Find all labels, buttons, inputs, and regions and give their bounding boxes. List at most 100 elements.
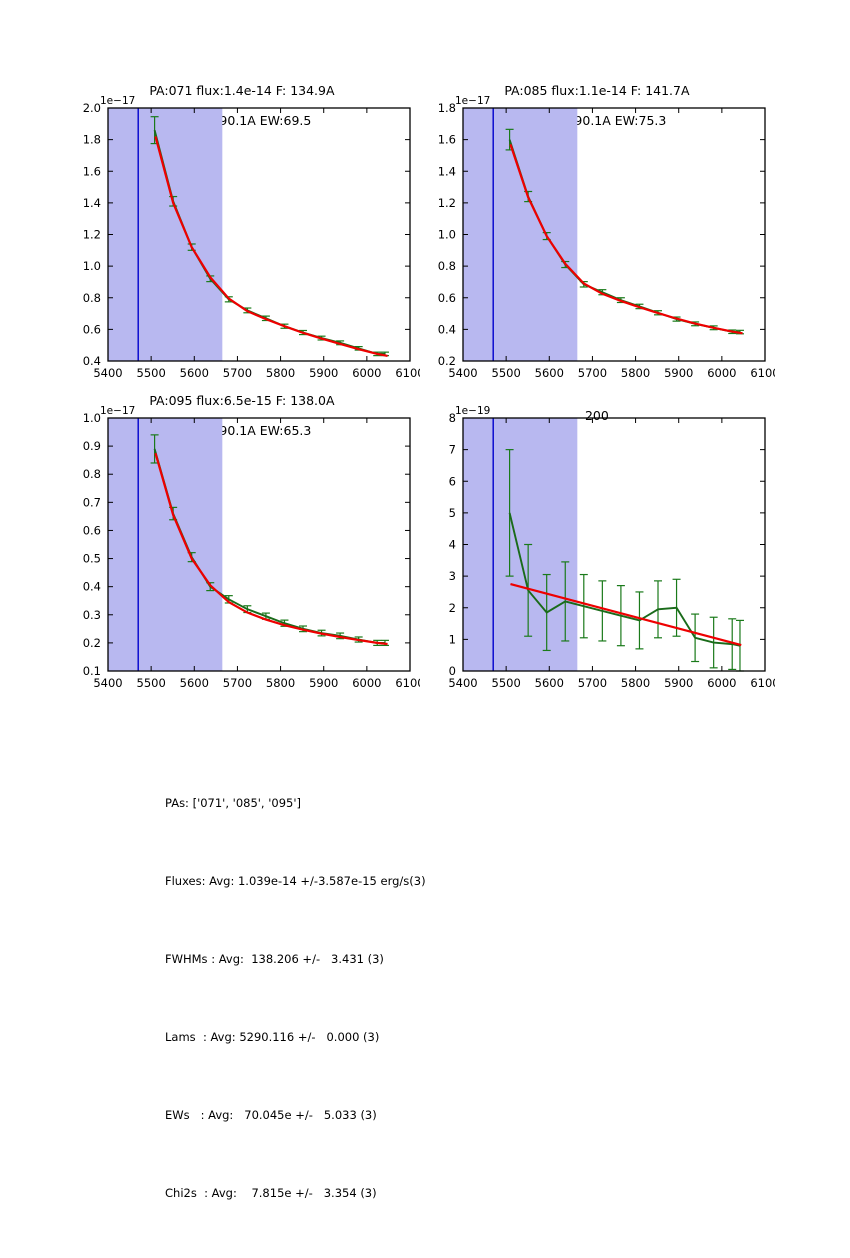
summary-line-lams: Lams : Avg: 5290.116 +/- 0.000 (3) bbox=[165, 1030, 380, 1044]
xtick-label: 5700 bbox=[223, 366, 252, 380]
summary-line-pas: PAs: ['071', '085', '095'] bbox=[165, 796, 302, 810]
axes-frame bbox=[462, 107, 766, 362]
panel-title-line1: PA:071 flux:1.4e-14 F: 134.9A bbox=[149, 83, 335, 98]
panel-title-line1: PA:095 flux:6.5e-15 F: 138.0A bbox=[149, 393, 335, 408]
panel-title-200: 200 bbox=[395, 393, 775, 438]
xtick-label: 6000 bbox=[352, 676, 381, 690]
xtick-label: 5500 bbox=[492, 366, 521, 380]
ytick-label: 6 bbox=[449, 474, 456, 488]
xtick-label: 5800 bbox=[266, 676, 295, 690]
ytick-label: 0.4 bbox=[438, 322, 456, 336]
ytick-label: 1.0 bbox=[438, 228, 456, 242]
y-offset-label-pa-095: 1e−17 bbox=[100, 405, 136, 417]
ytick-label: 0.9 bbox=[83, 439, 101, 453]
series-data bbox=[508, 512, 741, 647]
xtick-label: 5800 bbox=[621, 366, 650, 380]
axes-frame bbox=[462, 417, 766, 672]
summary-line-fwhms: FWHMs : Avg: 138.206 +/- 3.431 (3) bbox=[165, 952, 384, 966]
xtick-label: 6000 bbox=[352, 366, 381, 380]
ytick-label: 0.3 bbox=[83, 608, 101, 622]
ytick-label: 1.4 bbox=[83, 196, 101, 210]
ytick-label: 1.6 bbox=[438, 133, 456, 147]
xtick-label: 5800 bbox=[266, 366, 295, 380]
ytick-label: 1 bbox=[449, 632, 456, 646]
ytick-label: 1.4 bbox=[438, 164, 456, 178]
shaded-region bbox=[108, 418, 223, 671]
xtick-label: 5900 bbox=[309, 366, 338, 380]
ytick-label: 0.6 bbox=[83, 523, 101, 537]
series-fit bbox=[154, 136, 388, 358]
ytick-label: 1.8 bbox=[83, 133, 101, 147]
summary-line-ews: EWs : Avg: 70.045e +/- 5.033 (3) bbox=[165, 1108, 377, 1122]
ytick-label: 8 bbox=[449, 411, 456, 425]
ytick-label: 0 bbox=[449, 664, 456, 678]
y-offset-label-200: 1e−19 bbox=[455, 405, 491, 417]
shaded-region bbox=[463, 418, 578, 671]
xtick-label: 5400 bbox=[448, 366, 477, 380]
series-fit bbox=[509, 144, 743, 335]
panel-pa-095: PA:095 flux:6.5e-15 F: 138.0A Lam:5290.1… bbox=[40, 378, 420, 693]
panel-pa-085: PA:085 flux:1.1e-14 F: 141.7A Lam:5290.1… bbox=[395, 68, 775, 383]
series-fit bbox=[154, 452, 388, 646]
xtick-label: 5900 bbox=[664, 366, 693, 380]
ytick-label: 1.8 bbox=[438, 101, 456, 115]
axes-frame bbox=[107, 107, 411, 362]
ytick-label: 0.8 bbox=[83, 291, 101, 305]
y-offset-label-pa-085: 1e−17 bbox=[455, 95, 491, 107]
xtick-label: 5600 bbox=[180, 366, 209, 380]
summary-line-chi2s: Chi2s : Avg: 7.815e +/- 3.354 (3) bbox=[165, 1186, 377, 1200]
xtick-label: 5600 bbox=[535, 676, 564, 690]
panel-title-line1: 200 bbox=[584, 408, 609, 423]
xtick-label: 5400 bbox=[93, 366, 122, 380]
summary-line-fluxes: Fluxes: Avg: 1.039e-14 +/-3.587e-15 erg/… bbox=[165, 874, 426, 888]
ytick-label: 5 bbox=[449, 506, 456, 520]
axes-frame bbox=[107, 417, 411, 672]
figure-canvas: PA:071 flux:1.4e-14 F: 134.9A Lam:5290.1… bbox=[40, 68, 775, 1200]
ytick-label: 1.0 bbox=[83, 411, 101, 425]
ytick-label: 0.6 bbox=[438, 291, 456, 305]
ytick-label: 0.5 bbox=[83, 552, 101, 566]
xtick-label: 5800 bbox=[621, 676, 650, 690]
ytick-label: 1.2 bbox=[83, 228, 101, 242]
shaded-region bbox=[108, 108, 223, 361]
ytick-label: 2.0 bbox=[83, 101, 101, 115]
xtick-label: 5400 bbox=[448, 676, 477, 690]
ytick-label: 0.4 bbox=[83, 354, 101, 368]
ytick-label: 3 bbox=[449, 569, 456, 583]
xtick-label: 5600 bbox=[180, 676, 209, 690]
ytick-label: 4 bbox=[449, 538, 456, 552]
ytick-label: 2 bbox=[449, 601, 456, 615]
ytick-label: 0.4 bbox=[83, 580, 101, 594]
xtick-label: 5700 bbox=[578, 366, 607, 380]
xtick-label: 5500 bbox=[137, 366, 166, 380]
ytick-label: 1.0 bbox=[83, 259, 101, 273]
y-offset-label-pa-071: 1e−17 bbox=[100, 95, 136, 107]
xtick-label: 5900 bbox=[309, 676, 338, 690]
panel-200: 200 1e−19 5400 5500 5600 5700 5800 5900 6000 61… bbox=[395, 378, 775, 693]
xtick-label: 5500 bbox=[492, 676, 521, 690]
ytick-label: 0.2 bbox=[438, 354, 456, 368]
ytick-label: 0.8 bbox=[83, 467, 101, 481]
xtick-label: 5400 bbox=[93, 676, 122, 690]
ytick-label: 0.2 bbox=[83, 636, 101, 650]
xtick-label: 5900 bbox=[664, 676, 693, 690]
shaded-region bbox=[463, 108, 578, 361]
ytick-label: 1.2 bbox=[438, 196, 456, 210]
summary-text-block: PAs: ['071', '085', '095'] Fluxes: Avg: … bbox=[165, 738, 585, 1258]
ytick-label: 7 bbox=[449, 443, 456, 457]
xtick-label: 6000 bbox=[707, 676, 736, 690]
series-fit bbox=[510, 582, 742, 647]
panel-title-line1: PA:085 flux:1.1e-14 F: 141.7A bbox=[504, 83, 690, 98]
ytick-label: 0.6 bbox=[83, 322, 101, 336]
errorbars bbox=[150, 434, 389, 647]
xtick-label: 5500 bbox=[137, 676, 166, 690]
xtick-label: 6000 bbox=[707, 366, 736, 380]
